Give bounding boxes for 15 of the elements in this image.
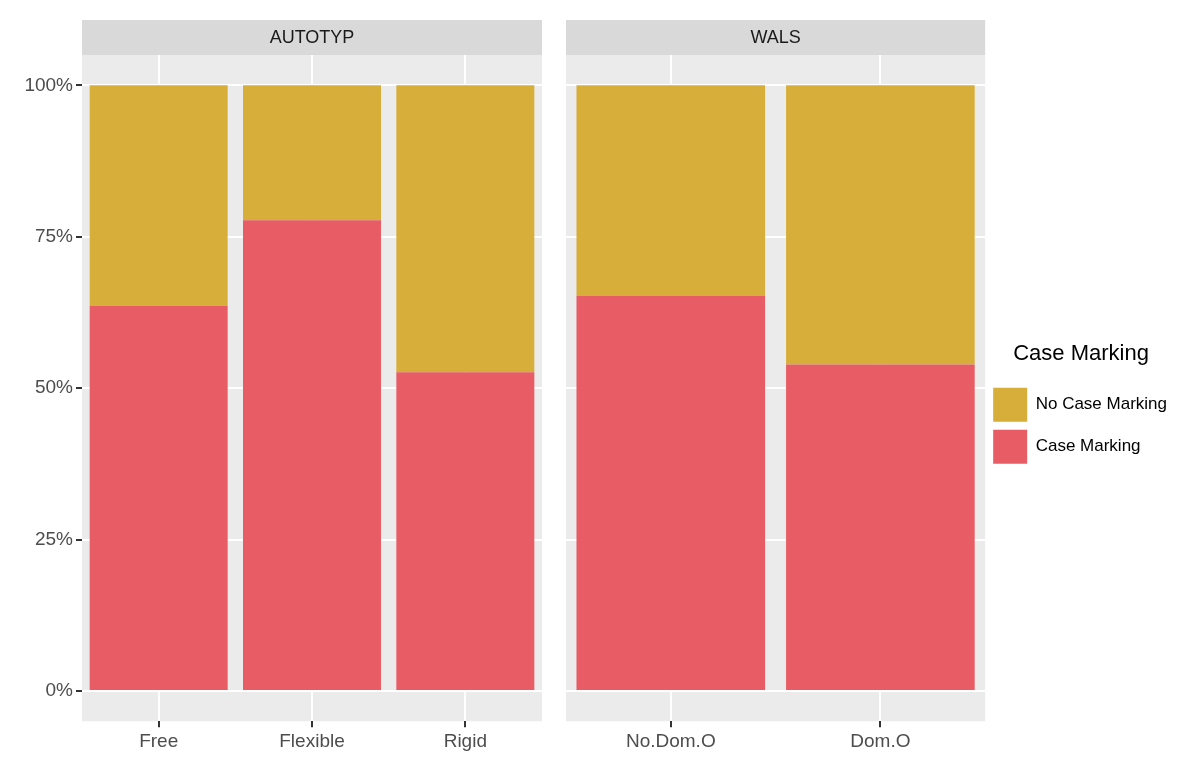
y-tick-label: 100% [24, 73, 74, 95]
x-tick-label: Rigid [443, 729, 487, 751]
y-tick-label: 50% [34, 376, 74, 398]
x-tick-label: Flexible [279, 729, 345, 751]
y-tick-label: 75% [34, 224, 74, 246]
x-tick-label: Free [139, 729, 179, 751]
y-tick-label: 25% [34, 527, 74, 549]
legend-label: Case Marking [1035, 436, 1141, 456]
legend-label: No Case Marking [1035, 394, 1167, 414]
x-tick-label: No.Dom.O [625, 729, 716, 751]
legend-title: Case Marking [1013, 340, 1149, 366]
chart-title: WALS [750, 26, 801, 47]
x-tick-label: Dom.O [850, 729, 911, 751]
chart-title: AUTOTYP [269, 26, 355, 47]
y-tick-label: 0% [45, 679, 74, 701]
